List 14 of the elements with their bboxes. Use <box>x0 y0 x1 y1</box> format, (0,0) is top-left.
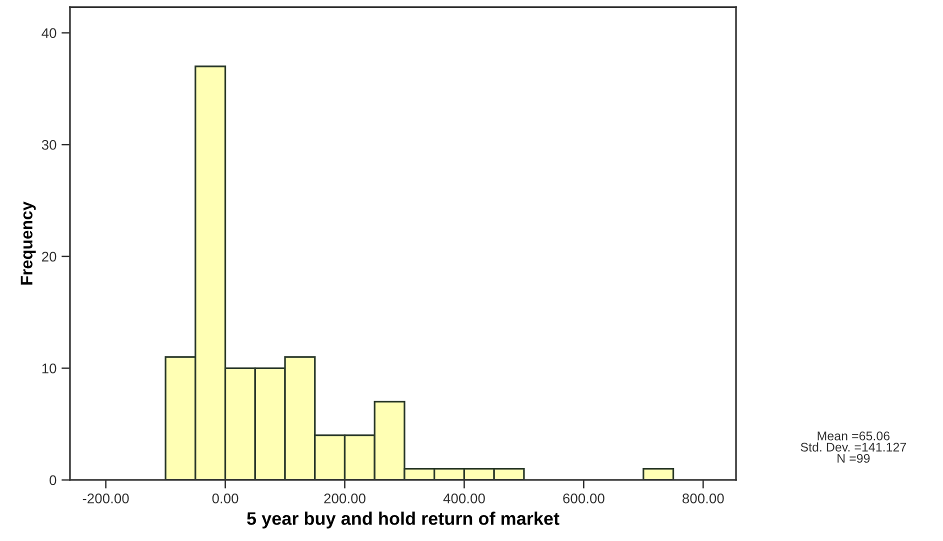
y-tick-label: 40 <box>42 28 56 38</box>
y-tick-label: 20 <box>42 252 56 262</box>
x-tick-label: 800.00 <box>682 494 724 504</box>
x-tick-label: 400.00 <box>443 494 485 504</box>
x-tick-label: 0.00 <box>212 494 238 504</box>
x-tick-label: 600.00 <box>563 494 604 504</box>
y-tick-label: 10 <box>42 364 56 374</box>
y-tick-label: 30 <box>42 140 56 150</box>
text: Mean =65.06 Std. Dev. =141.127 N =99 <box>800 432 906 463</box>
y-axis-title: Frequency <box>20 202 36 285</box>
x-tick-label: 200.00 <box>324 494 366 504</box>
x-tick-label: -200.00 <box>82 494 129 504</box>
y-tick-label: 0 <box>50 475 56 486</box>
x-axis-title: 5 year buy and hold return of market <box>247 512 560 529</box>
